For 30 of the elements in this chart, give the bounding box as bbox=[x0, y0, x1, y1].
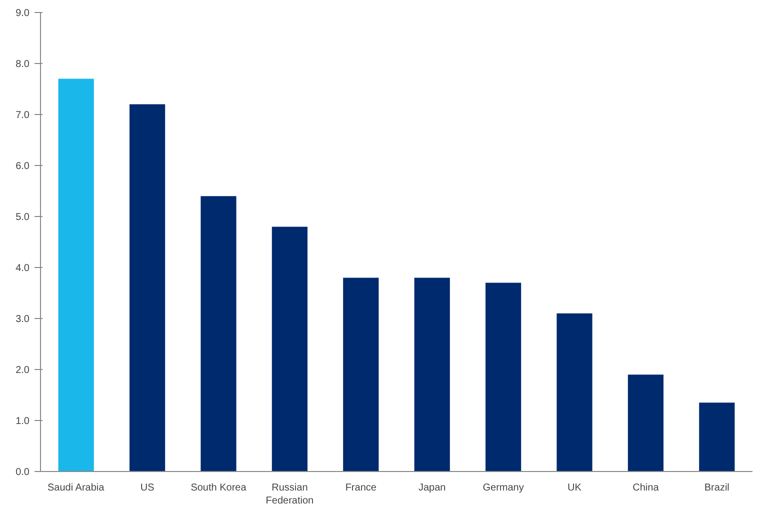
bar bbox=[272, 226, 308, 472]
y-tick-label: 5.0 bbox=[16, 212, 30, 223]
x-tick-label: Brazil bbox=[704, 482, 730, 494]
y-tick-label: 7.0 bbox=[16, 110, 30, 121]
bar bbox=[556, 313, 592, 472]
x-tick-label: Germany bbox=[482, 482, 524, 494]
y-tick-label: 2.0 bbox=[16, 365, 30, 376]
x-tick-label: US bbox=[140, 482, 155, 494]
bar bbox=[343, 278, 379, 472]
x-tick-label: China bbox=[632, 482, 660, 494]
y-tick-label: 8.0 bbox=[16, 59, 30, 70]
y-tick-label: 6.0 bbox=[16, 161, 30, 172]
y-tick-label: 3.0 bbox=[16, 314, 30, 325]
y-tick-label: 0.0 bbox=[16, 467, 30, 478]
y-tick-label: 1.0 bbox=[16, 416, 30, 427]
bar bbox=[58, 78, 94, 472]
bar bbox=[486, 282, 522, 472]
bar bbox=[200, 196, 236, 472]
bar bbox=[414, 278, 450, 472]
x-tick-label: France bbox=[345, 482, 377, 494]
y-tick-label: 4.0 bbox=[16, 263, 30, 274]
bar bbox=[628, 374, 664, 472]
x-tick-label: South Korea bbox=[190, 482, 247, 494]
x-tick-label: UK bbox=[568, 482, 582, 494]
bar bbox=[130, 104, 166, 472]
x-tick-label: Japan bbox=[418, 482, 446, 494]
x-tick-label: Saudi Arabia bbox=[47, 482, 105, 494]
x-tick-label: Russian Federation bbox=[266, 482, 314, 507]
y-tick-label: 9.0 bbox=[16, 8, 30, 19]
bar bbox=[699, 402, 735, 472]
